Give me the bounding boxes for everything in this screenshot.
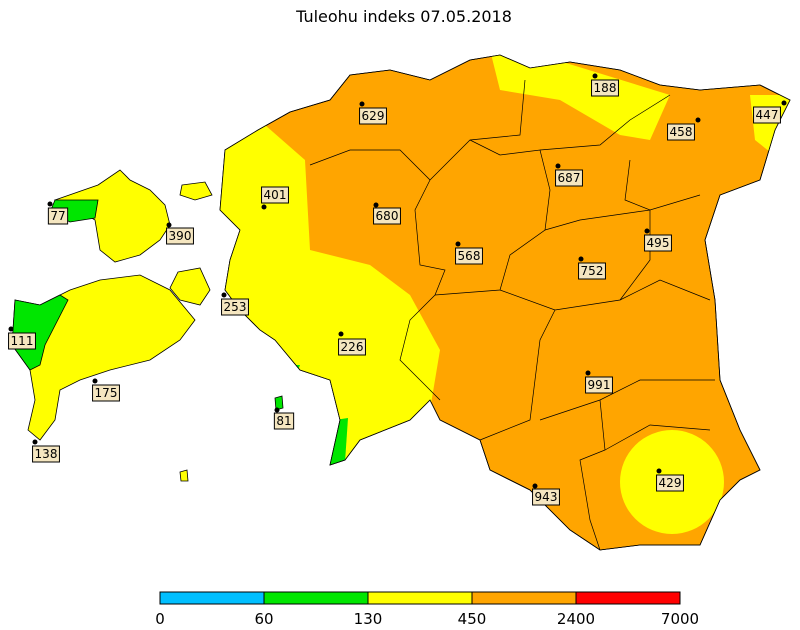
- colorbar-tick-label: 130: [354, 610, 383, 628]
- colorbar-segment: [160, 592, 264, 604]
- station-box: [32, 445, 60, 463]
- border: [539, 379, 715, 421]
- station-dot: [47, 201, 53, 207]
- station-value: 629: [362, 109, 385, 123]
- station-box: [261, 186, 289, 204]
- yellow-zone: [490, 55, 670, 140]
- muhu: [169, 267, 211, 306]
- station-dot: [578, 256, 584, 262]
- station-box: [591, 79, 619, 97]
- station-dot: [92, 378, 98, 384]
- green-zone: [325, 418, 348, 466]
- station-dot: [695, 117, 701, 123]
- islands: [11, 169, 284, 482]
- station-value: 687: [558, 171, 581, 185]
- station-box: [166, 227, 194, 245]
- station-box: [644, 234, 672, 252]
- stations: 629 188 447 458 687 401 77 390 680 568 495 752 253 11…: [8, 73, 787, 506]
- kihnu: [274, 395, 284, 411]
- station-dot: [359, 101, 365, 107]
- colorbar-tick-label: 0: [155, 610, 165, 628]
- station-box: [656, 474, 684, 492]
- station-box: [338, 338, 366, 356]
- ruhnu: [179, 469, 189, 482]
- station-value: 390: [169, 229, 192, 243]
- station-box: [578, 262, 606, 280]
- station-value: 138: [35, 447, 58, 461]
- station-value: 991: [588, 378, 611, 392]
- station-dot: [656, 468, 662, 474]
- station-value: 175: [95, 386, 118, 400]
- station-dot: [532, 483, 538, 489]
- station-dot: [373, 202, 379, 208]
- station-value: 77: [50, 209, 65, 223]
- map-title: Tuleohu indeks 07.05.2018: [295, 7, 512, 26]
- station-box: [455, 247, 483, 265]
- station-box: [221, 298, 249, 316]
- station-box: [47, 207, 69, 225]
- station-box: [532, 488, 560, 506]
- station-value: 401: [264, 188, 287, 202]
- station-value: 568: [458, 249, 481, 263]
- colorbar-segment: [264, 592, 368, 604]
- station-value: 752: [581, 264, 604, 278]
- border: [579, 399, 606, 551]
- border: [309, 149, 446, 401]
- station-value: 226: [341, 340, 364, 354]
- station-value: 680: [376, 209, 399, 223]
- border: [434, 139, 551, 296]
- station-dot: [455, 241, 461, 247]
- station-value: 943: [535, 490, 558, 504]
- station-box: [585, 376, 613, 394]
- station-dot: [592, 73, 598, 79]
- colorbar-segment: [576, 592, 680, 604]
- colorbar-tick-label: 450: [458, 610, 487, 628]
- station-dot: [781, 100, 787, 106]
- colorbar-tick-label: 7000: [661, 610, 699, 628]
- coastline: [219, 54, 791, 551]
- station-dot: [261, 204, 267, 210]
- station-box: [373, 207, 401, 225]
- border: [619, 279, 711, 301]
- station-box: [667, 123, 695, 141]
- station-box: [753, 106, 781, 124]
- border: [479, 309, 556, 441]
- station-value: 458: [670, 125, 693, 139]
- county-borders: [309, 79, 715, 551]
- station-dot: [338, 331, 344, 337]
- station-value: 253: [224, 300, 247, 314]
- station-value: 447: [756, 108, 779, 122]
- vormsi: [179, 181, 213, 201]
- station-value: 111: [11, 334, 34, 348]
- station-value: 81: [276, 414, 291, 428]
- station-box: [92, 384, 120, 402]
- saaremaa-green: [11, 294, 69, 371]
- station-dot: [274, 407, 280, 413]
- station-dot: [585, 370, 591, 376]
- station-dot: [555, 163, 561, 169]
- station-dot: [32, 439, 38, 445]
- border: [539, 94, 671, 151]
- colorbar: 0 60 130 450 2400 7000: [155, 591, 699, 628]
- station-dot: [166, 222, 172, 228]
- station-box: [273, 412, 295, 430]
- station-value: 188: [594, 81, 617, 95]
- station-dot: [644, 228, 650, 234]
- border: [624, 159, 701, 211]
- border: [604, 424, 711, 451]
- station-box: [555, 169, 583, 187]
- colorbar-tick-label: 60: [254, 610, 273, 628]
- station-value: 429: [659, 476, 682, 490]
- colorbar-segment: [368, 592, 472, 604]
- mainland: [219, 54, 791, 551]
- station-value: 495: [647, 236, 670, 250]
- station-dot: [221, 292, 227, 298]
- station-box: [359, 107, 387, 125]
- border: [429, 79, 526, 181]
- station-dot: [8, 326, 14, 332]
- colorbar-tick-label: 2400: [557, 610, 595, 628]
- colorbar-segment: [472, 592, 576, 604]
- station-box: [8, 332, 36, 350]
